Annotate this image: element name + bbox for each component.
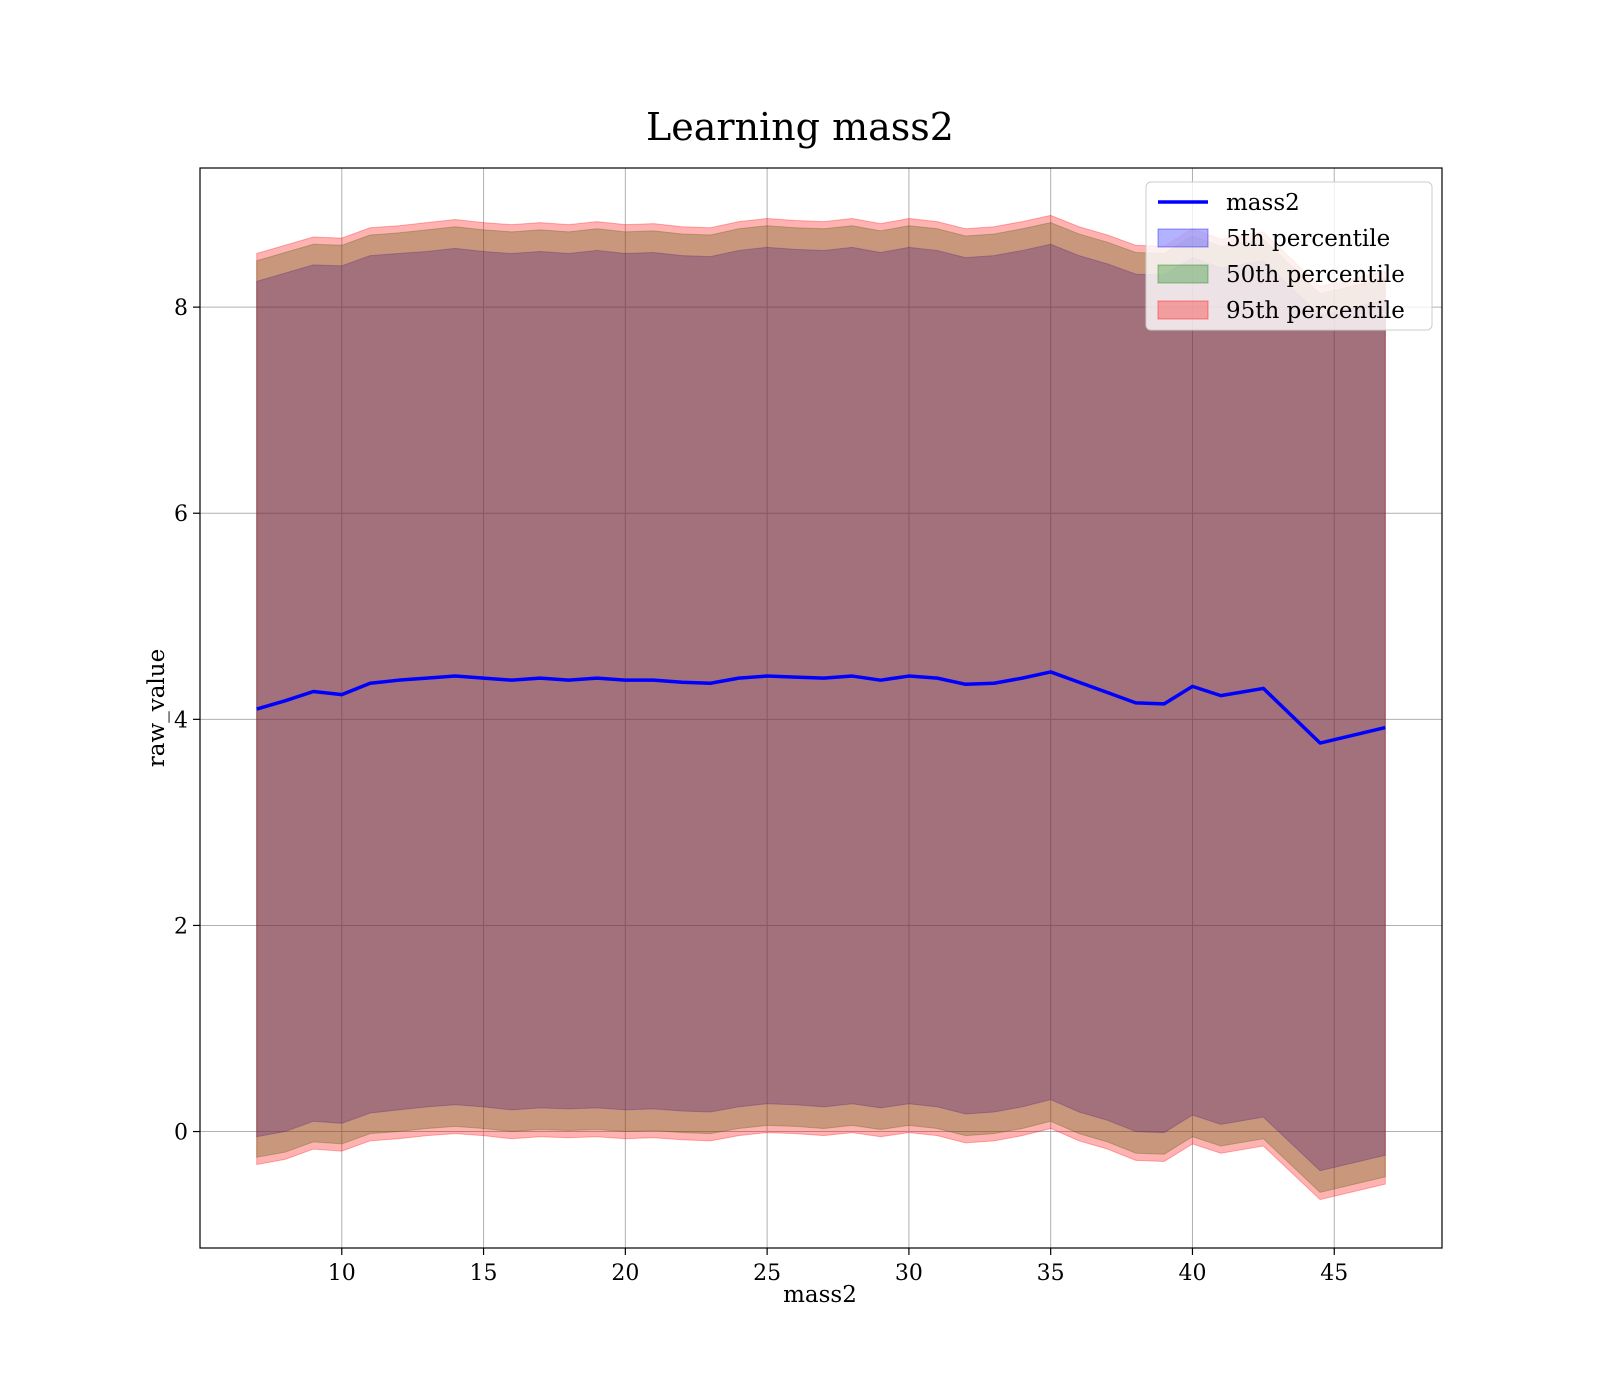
axes-frame — [199, 167, 1443, 1249]
legend-swatch-band — [1157, 264, 1209, 284]
y-axis-label: raw_value — [144, 649, 170, 767]
legend-label: 5th percentile — [1226, 226, 1390, 252]
y-tick-label: 2 — [174, 914, 188, 939]
legend-label: mass2 — [1226, 190, 1300, 216]
x-tick-label: 15 — [470, 1261, 498, 1286]
x-tick-label: 45 — [1320, 1261, 1348, 1286]
y-tick-label: 6 — [174, 502, 188, 527]
y-tick-label: 4 — [174, 708, 188, 733]
chart-title: Learning mass2 — [646, 105, 954, 149]
y-tick-label: 8 — [174, 296, 188, 321]
x-tick-label: 30 — [895, 1261, 923, 1286]
legend: mass2 5th percentile 50th percentile 95th p… — [1145, 181, 1433, 331]
series-line-mass2 — [256, 670, 1386, 745]
legend-swatch-band — [1157, 300, 1209, 320]
band-50th-percentile — [256, 222, 1386, 1193]
x-tick-label: 35 — [1037, 1261, 1065, 1286]
legend-box — [1145, 181, 1433, 331]
legend-swatch-band — [1157, 228, 1209, 248]
x-tick-label: 10 — [328, 1261, 356, 1286]
band-95th-percentile — [256, 214, 1386, 1201]
legend-label: 95th percentile — [1226, 298, 1405, 324]
x-tick-label: 40 — [1178, 1261, 1206, 1286]
band-5th-percentile — [256, 243, 1386, 1172]
plot-area: 10 15 20 25 30 35 40 45 0 2 4 6 8 — [174, 167, 1443, 1286]
y-tick-label: 0 — [174, 1121, 188, 1146]
x-axis-label: mass2 — [783, 1282, 857, 1308]
x-tick-label: 20 — [611, 1261, 639, 1286]
legend-label: 50th percentile — [1226, 262, 1405, 288]
x-tick-label: 25 — [753, 1261, 781, 1286]
